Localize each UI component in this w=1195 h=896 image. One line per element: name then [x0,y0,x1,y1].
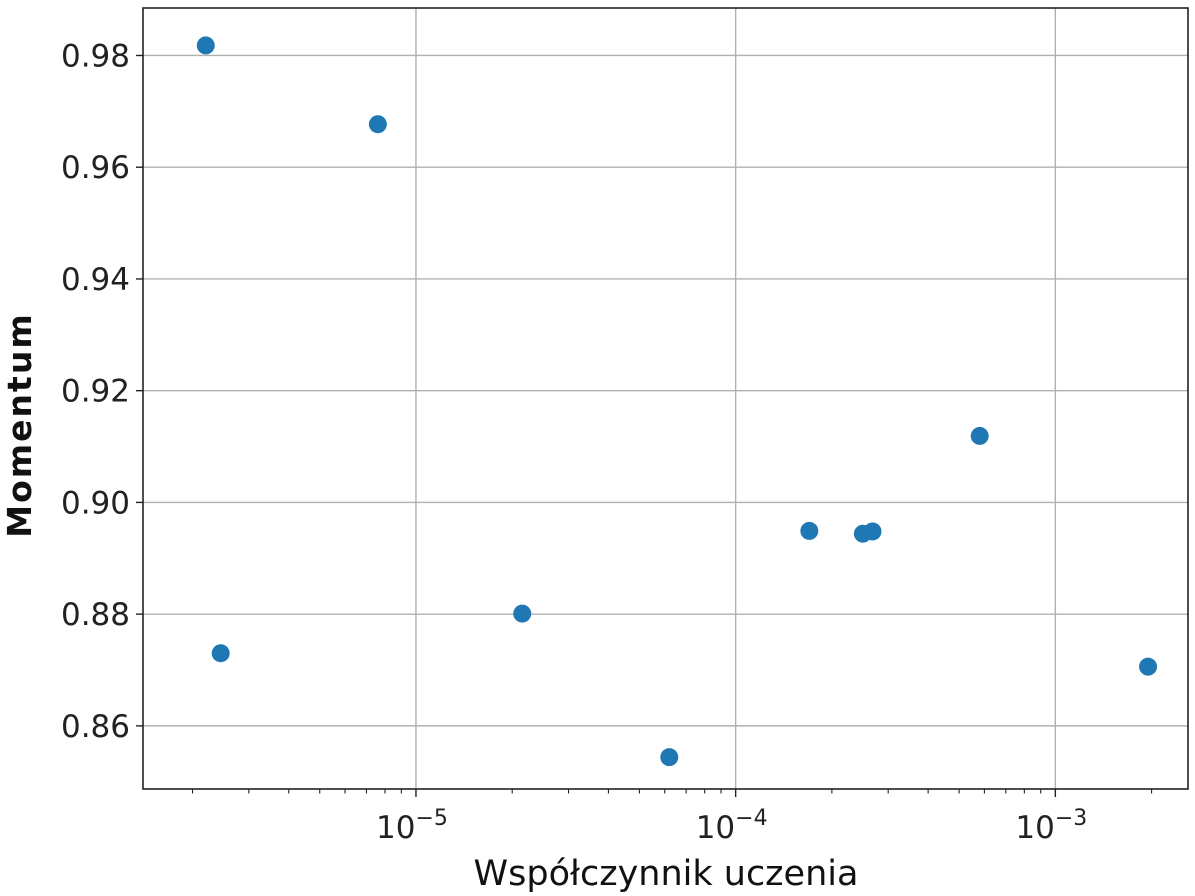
y-tick-label: 0.86 [61,709,130,745]
axis-ticks [136,54,1057,797]
y-tick-label: 0.90 [61,485,130,521]
y-axis-label: Momentum [0,312,39,537]
data-point [800,521,819,540]
x-axis-label: Współczynnik uczenia [474,854,859,894]
plot-area-frame [142,7,1189,790]
data-point [368,115,387,134]
x-tick-label: 10−4 [696,806,768,846]
y-tick-label: 0.96 [61,150,130,186]
data-point [196,36,215,55]
data-point [863,522,882,541]
x-tick-labels: 10−5 10−4 10−3 [376,806,1087,846]
x-tick-label: 10−5 [376,806,448,846]
y-tick-label: 0.98 [61,38,130,74]
x-tick-label: 10−3 [1015,806,1087,846]
data-point [970,426,989,445]
y-tick-label: 0.94 [61,262,130,298]
y-tick-labels: 0.86 0.88 0.90 0.92 0.94 0.96 0.98 [61,38,130,744]
y-tick-label: 0.92 [61,374,130,410]
grid [143,8,1188,789]
data-point [660,748,679,767]
data-point [211,644,230,663]
data-point [513,604,532,623]
data-points [196,36,1158,767]
data-point [1139,657,1158,676]
y-tick-label: 0.88 [61,597,130,633]
